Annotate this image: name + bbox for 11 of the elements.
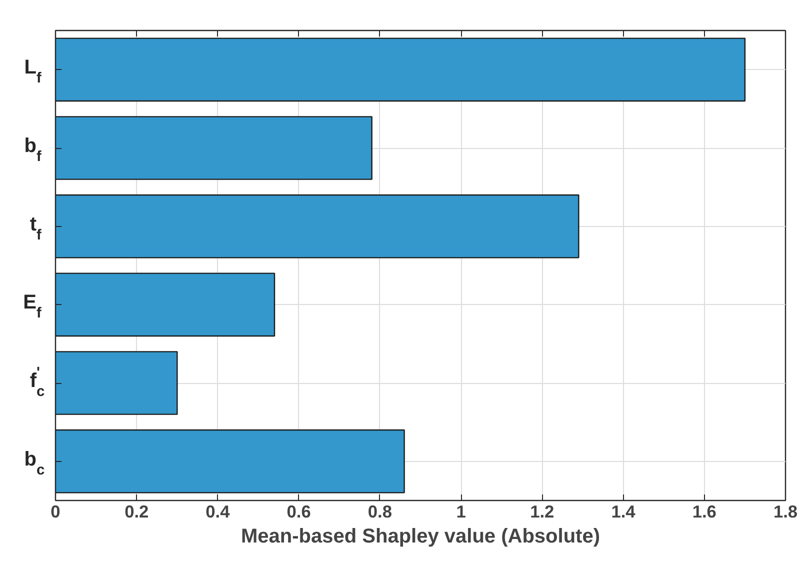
x-tick-label: 1.4 bbox=[611, 502, 636, 522]
x-tick-label: 1.6 bbox=[692, 502, 717, 522]
x-axis-title: Mean-based Shapley value (Absolute) bbox=[241, 526, 600, 548]
x-tick-label: 0 bbox=[50, 502, 60, 522]
x-tick-label: 0.4 bbox=[206, 502, 230, 522]
x-tick-label: 1 bbox=[456, 502, 466, 522]
x-tick-label: 0.2 bbox=[124, 502, 149, 522]
x-tick-label: 0.6 bbox=[286, 502, 312, 522]
x-tick-label: 1.2 bbox=[530, 502, 554, 522]
x-tick-label: 0.8 bbox=[368, 502, 392, 522]
x-tick-label: 1.8 bbox=[773, 502, 798, 522]
